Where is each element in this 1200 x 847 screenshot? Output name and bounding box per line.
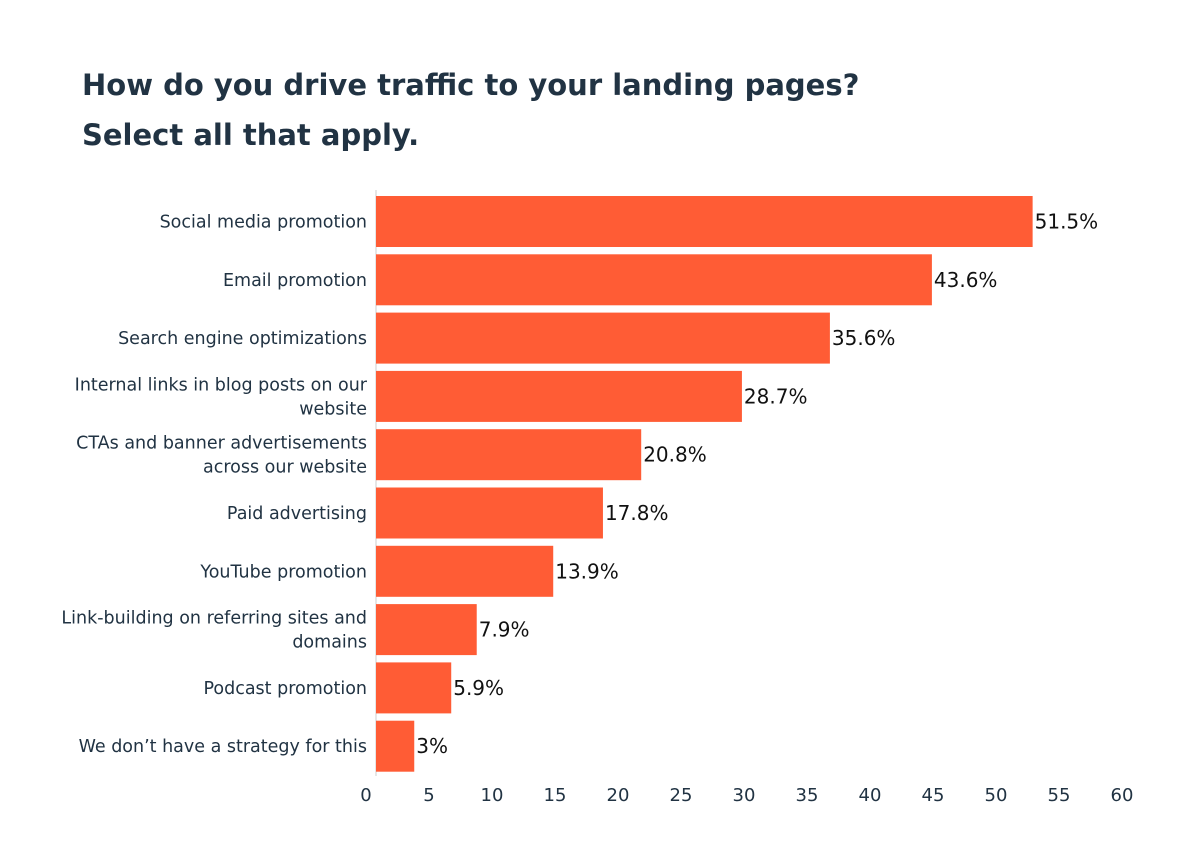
bar xyxy=(376,545,554,597)
x-tick-label: 35 xyxy=(796,785,819,806)
category-label: Link-building on referring sites and xyxy=(61,609,367,629)
x-tick-label: 30 xyxy=(733,785,756,806)
x-tick-label: 20 xyxy=(607,785,630,806)
category-label: CTAs and banner advertisements xyxy=(76,434,367,454)
x-tick-label: 55 xyxy=(1048,785,1071,806)
bar xyxy=(376,196,1033,247)
x-tick-label: 60 xyxy=(1111,785,1134,806)
title-line-1: How do you drive traffic to your landing… xyxy=(82,68,860,102)
data-label: 7.9% xyxy=(479,618,530,642)
data-label: 51.5% xyxy=(1035,210,1099,234)
bar xyxy=(376,429,642,481)
data-label: 5.9% xyxy=(453,676,504,700)
bar xyxy=(376,370,742,422)
x-tick-label: 25 xyxy=(670,785,693,806)
title-line-2: Select all that apply. xyxy=(82,118,420,152)
data-label: 17.8% xyxy=(605,501,669,525)
x-tick-label: 0 xyxy=(360,785,371,806)
data-label: 35.6% xyxy=(832,326,896,350)
chart-title: How do you drive traffic to your landing… xyxy=(82,60,859,160)
category-label: domains xyxy=(292,633,367,653)
data-label: 20.8% xyxy=(643,443,707,467)
data-label: 3% xyxy=(416,734,448,758)
x-tick-label: 50 xyxy=(985,785,1008,806)
category-label: Internal links in blog posts on our xyxy=(75,375,368,395)
category-label: Search engine optimizations xyxy=(118,329,367,349)
category-label: across our website xyxy=(203,458,367,478)
x-tick-label: 40 xyxy=(859,785,882,806)
bar xyxy=(376,312,830,364)
category-label: Podcast promotion xyxy=(203,679,367,699)
x-tick-label: 5 xyxy=(423,785,434,806)
x-tick-label: 10 xyxy=(481,785,504,806)
data-label: 13.9% xyxy=(555,559,619,583)
category-label: website xyxy=(299,399,367,419)
bar xyxy=(376,720,415,772)
x-tick-label: 15 xyxy=(544,785,567,806)
category-label: Email promotion xyxy=(223,271,367,291)
data-label: 28.7% xyxy=(744,384,808,408)
bar xyxy=(376,487,603,539)
bar xyxy=(376,662,452,714)
bar xyxy=(376,604,477,656)
category-label: YouTube promotion xyxy=(199,562,367,582)
data-label: 43.6% xyxy=(934,268,998,292)
bar xyxy=(376,254,932,306)
category-label: We don’t have a strategy for this xyxy=(79,737,367,757)
category-label: Social media promotion xyxy=(160,213,367,233)
category-label: Paid advertising xyxy=(227,504,367,524)
x-tick-label: 45 xyxy=(922,785,945,806)
